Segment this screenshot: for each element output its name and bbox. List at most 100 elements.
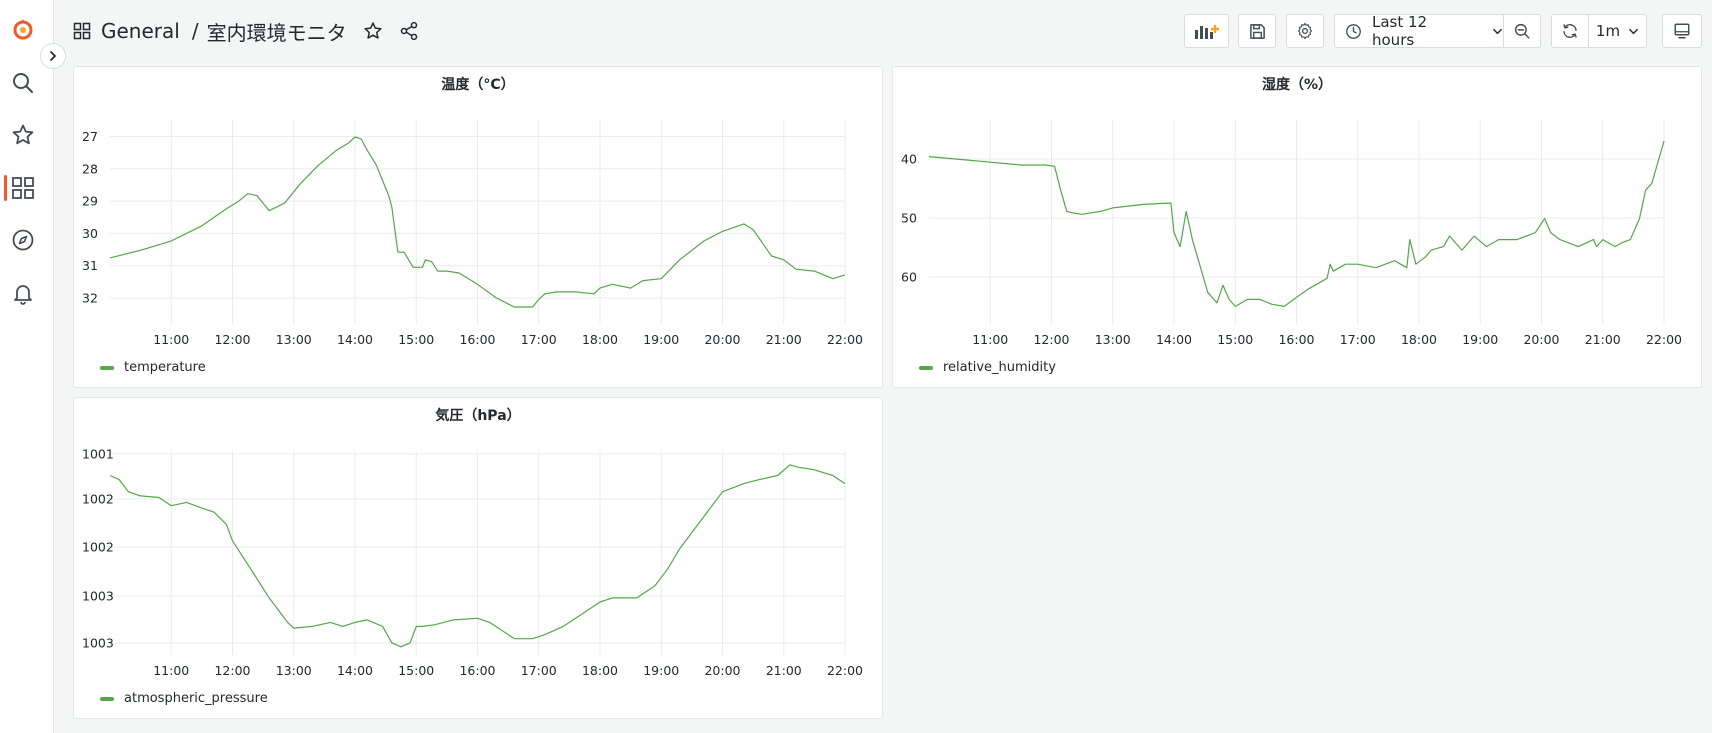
dashboards-icon: [73, 22, 91, 40]
legend-swatch: [919, 365, 933, 370]
favorite-star-icon[interactable]: [363, 21, 383, 41]
x-tick-label: 22:00: [827, 663, 863, 678]
x-tick-label: 14:00: [337, 663, 373, 678]
x-tick-label: 17:00: [521, 663, 557, 678]
tv-mode-button[interactable]: [1662, 14, 1702, 48]
chevron-down-icon: [1493, 28, 1502, 34]
breadcrumb-separator: /: [191, 19, 199, 43]
active-nav-indicator: [4, 175, 7, 201]
legend-item[interactable]: atmospheric_pressure: [100, 691, 268, 706]
x-tick-label: 21:00: [766, 332, 802, 347]
panel-title[interactable]: 気圧（hPa）: [435, 408, 521, 424]
alerting-bell-icon[interactable]: [10, 280, 36, 306]
explore-icon[interactable]: [10, 227, 36, 253]
x-tick-label: 21:00: [1585, 332, 1621, 347]
x-tick-label: 16:00: [1278, 332, 1314, 347]
y-tick-label: 1003: [82, 636, 114, 651]
x-tick-label: 20:00: [1523, 332, 1559, 347]
dashboard-navbar: General / 室内環境モニタ Last 12 hours 1m: [53, 0, 1712, 62]
grafana-logo-icon[interactable]: [10, 16, 36, 42]
time-range-picker[interactable]: Last 12 hours: [1334, 13, 1504, 49]
y-tick-label: 1001: [82, 447, 114, 462]
legend-label: temperature: [124, 360, 206, 375]
y-tick-label: 32: [82, 291, 98, 306]
series-line-relative_humidity[interactable]: [928, 140, 1665, 307]
x-tick-label: 15:00: [398, 663, 434, 678]
humidity-chart: 11:00 12:00 13:00 14:00 15:00 16:00 17:00 18:00…: [901, 120, 1682, 347]
x-tick-label: 17:00: [1340, 332, 1376, 347]
temperature-chart: 11:00 12:00 13:00 14:00 15:00 16:00 17:00 18:00…: [82, 120, 863, 347]
x-tick-label: 22:00: [827, 332, 863, 347]
y-tick-label: 1002: [82, 492, 114, 507]
add-panel-icon: [1194, 25, 1219, 39]
dashboard-title[interactable]: 室内環境モニタ: [206, 20, 347, 45]
breadcrumb: General / 室内環境モニタ: [73, 14, 419, 48]
refresh-interval-picker[interactable]: 1m: [1588, 14, 1647, 48]
legend-item[interactable]: temperature: [100, 360, 206, 375]
chevron-down-icon: [1629, 28, 1638, 34]
chevron-right-icon: [50, 51, 56, 61]
y-tick-label: 28: [82, 161, 98, 176]
x-tick-label: 17:00: [521, 332, 557, 347]
x-tick-label: 18:00: [582, 332, 618, 347]
zoom-out-icon: [1514, 23, 1530, 39]
pressure-chart: 11:00 12:00 13:00 14:00 15:00 16:00 17:00 18:00…: [82, 447, 863, 679]
share-icon[interactable]: [399, 21, 419, 41]
x-tick-label: 14:00: [1156, 332, 1192, 347]
x-tick-label: 11:00: [153, 332, 189, 347]
tv-mode-icon: [1674, 23, 1690, 39]
refresh-interval-label: 1m: [1595, 22, 1621, 40]
x-tick-label: 21:00: [766, 663, 802, 678]
search-icon[interactable]: [10, 70, 36, 96]
save-dashboard-button[interactable]: [1238, 14, 1276, 48]
x-tick-label: 20:00: [704, 663, 740, 678]
x-tick-label: 12:00: [214, 663, 250, 678]
y-tick-label: 50: [901, 211, 917, 226]
expand-sidebar-button[interactable]: [40, 43, 66, 69]
y-tick-label: 30: [82, 226, 98, 241]
x-tick-label: 13:00: [276, 332, 312, 347]
humidity-panel[interactable]: 湿度（%） 11:00 12:00 13:00 14:00 15:00 16:00 17:0…: [892, 66, 1702, 388]
time-range-label: Last 12 hours: [1372, 13, 1428, 49]
x-tick-label: 19:00: [1462, 332, 1498, 347]
series-line-temperature[interactable]: [109, 136, 846, 308]
x-tick-label: 13:00: [276, 663, 312, 678]
y-tick-label: 1002: [82, 540, 114, 555]
x-tick-label: 11:00: [972, 332, 1008, 347]
x-tick-label: 18:00: [582, 663, 618, 678]
dashboards-icon[interactable]: [10, 175, 36, 201]
x-tick-label: 16:00: [459, 663, 495, 678]
x-tick-label: 18:00: [1401, 332, 1437, 347]
legend-label: atmospheric_pressure: [124, 691, 268, 706]
legend-label: relative_humidity: [943, 360, 1056, 375]
breadcrumb-folder-link[interactable]: General: [101, 19, 180, 43]
settings-gear-icon: [1297, 22, 1313, 40]
x-tick-label: 16:00: [459, 332, 495, 347]
y-tick-label: 1003: [82, 589, 114, 604]
x-tick-label: 20:00: [704, 332, 740, 347]
refresh-dashboard-button[interactable]: [1551, 14, 1589, 48]
x-tick-label: 15:00: [398, 332, 434, 347]
series-line-atmospheric_pressure[interactable]: [109, 464, 846, 648]
y-tick-label: 27: [82, 129, 98, 144]
temperature-panel[interactable]: 温度（°C） 11:00 12:00 13:00 14:00 15:00 16:00 17:…: [73, 66, 883, 388]
panel-title[interactable]: 湿度（%）: [1261, 77, 1333, 93]
legend-swatch: [100, 365, 114, 370]
legend-item[interactable]: relative_humidity: [919, 360, 1056, 375]
save-icon: [1249, 23, 1265, 39]
pressure-panel[interactable]: 気圧（hPa） 11:00 12:00 13:00 14:00 15:00 16:00 17…: [73, 397, 883, 719]
dashboard-settings-button[interactable]: [1286, 14, 1324, 48]
x-tick-label: 15:00: [1217, 332, 1253, 347]
panel-title[interactable]: 温度（°C）: [441, 77, 515, 93]
legend-swatch: [100, 696, 114, 701]
add-panel-button[interactable]: [1184, 14, 1229, 48]
x-tick-label: 11:00: [153, 663, 189, 678]
x-tick-label: 19:00: [643, 332, 679, 347]
x-tick-label: 14:00: [337, 332, 373, 347]
x-tick-label: 19:00: [643, 663, 679, 678]
y-tick-label: 40: [901, 152, 917, 167]
y-tick-label: 29: [82, 194, 98, 209]
x-tick-label: 22:00: [1646, 332, 1682, 347]
zoom-out-button[interactable]: [1503, 14, 1541, 48]
star-icon[interactable]: [10, 122, 36, 148]
